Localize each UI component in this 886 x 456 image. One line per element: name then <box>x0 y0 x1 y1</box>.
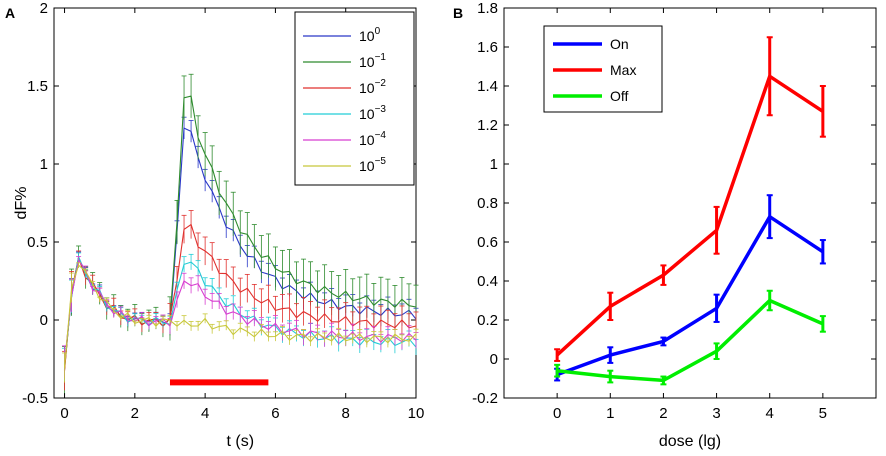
series-a-5 <box>62 262 419 383</box>
x-tick-label-b: 2 <box>659 405 667 422</box>
panel-letter-a: A <box>5 5 15 21</box>
y-tick-label-a: 1 <box>40 156 48 173</box>
x-axis-label-a: t (s) <box>226 433 254 450</box>
y-tick-label-b: 0 <box>490 351 498 368</box>
legend-label-a: 10−4 <box>359 130 386 148</box>
series-line-b <box>555 74 824 357</box>
y-tick-label-b: 1.6 <box>477 39 498 56</box>
y-tick-label-a: 0 <box>40 312 48 329</box>
x-tick-label-b: 0 <box>553 405 561 422</box>
legend-label-exponent: −3 <box>375 104 387 115</box>
series-line-b <box>556 214 824 377</box>
legend-label-base: 10 <box>359 54 375 70</box>
series-line-a <box>63 264 417 368</box>
x-tick-label-a: 4 <box>201 405 209 422</box>
y-tick-label-a: 0.5 <box>27 234 48 251</box>
series-line-a <box>63 223 417 371</box>
y-axis-label-a: dF% <box>13 187 30 220</box>
legend-label-a: 10−1 <box>359 52 386 70</box>
x-tick-label-b: 5 <box>819 405 827 422</box>
y-tick-label-a: 1.5 <box>27 78 48 95</box>
legend-label-base: 10 <box>359 80 375 96</box>
legend-label-b: Off <box>610 88 629 104</box>
y-tick-label-b: 1 <box>490 156 498 173</box>
x-tick-label-b: 4 <box>766 405 774 422</box>
series-b-off <box>554 289 826 386</box>
panel-b: 0 1 2 3 4 5 -0.2 0 0.2 0.4 0.6 0.8 1 1.2 1.4 1.6 1.8 On Ma… <box>453 0 877 450</box>
legend-label-exponent: 0 <box>375 26 381 37</box>
x-tick-label-a: 10 <box>408 405 425 422</box>
legend-label-b: On <box>610 36 629 52</box>
y-tick-label-b: 0.8 <box>477 195 498 212</box>
x-tick-label-b: 3 <box>712 405 720 422</box>
y-tick-label-b: 0.4 <box>477 273 498 290</box>
y-tick-label-a: -0.5 <box>22 390 48 407</box>
legend-label-base: 10 <box>359 106 375 122</box>
legend-label-exponent: −4 <box>375 130 387 141</box>
series-line-a <box>63 259 417 363</box>
series-b-max <box>554 36 826 362</box>
panel-letter-b: B <box>453 5 463 21</box>
legend-label-exponent: −2 <box>375 78 387 89</box>
y-tick-label-b: 1.8 <box>477 0 498 17</box>
legend-label-a: 100 <box>359 26 381 44</box>
y-tick-label-a: 2 <box>40 0 48 17</box>
legend-label-exponent: −1 <box>375 52 387 63</box>
y-tick-label-b: 1.2 <box>477 117 498 134</box>
legend-label-a: 10−3 <box>359 104 386 122</box>
x-tick-label-b: 1 <box>606 405 614 422</box>
x-tick-label-a: 8 <box>342 405 350 422</box>
y-tick-label-b: 1.4 <box>477 78 498 95</box>
x-tick-label-a: 6 <box>271 405 279 422</box>
legend-label-b: Max <box>610 62 636 78</box>
legend-a <box>294 11 415 186</box>
legend-label-a: 10−5 <box>359 156 386 174</box>
legend-label-base: 10 <box>359 132 375 148</box>
y-tick-label-b: 0.2 <box>477 312 498 329</box>
legend-label-base: 10 <box>359 28 375 44</box>
panel-a: 0 2 4 6 8 10-0.500.511.5210010−110−210−310−41… <box>5 0 424 450</box>
y-tick-label-b: 0.6 <box>477 234 498 251</box>
y-tick-label-b: -0.2 <box>472 390 498 407</box>
x-tick-label-a: 2 <box>131 405 139 422</box>
legend-label-exponent: −5 <box>375 156 387 167</box>
x-axis-label-b: dose (lg) <box>659 433 721 450</box>
x-tick-label-a: 0 <box>60 405 68 422</box>
series-line-b <box>556 298 824 383</box>
legend-label-base: 10 <box>359 158 375 174</box>
legend-label-a: 10−2 <box>359 78 386 96</box>
